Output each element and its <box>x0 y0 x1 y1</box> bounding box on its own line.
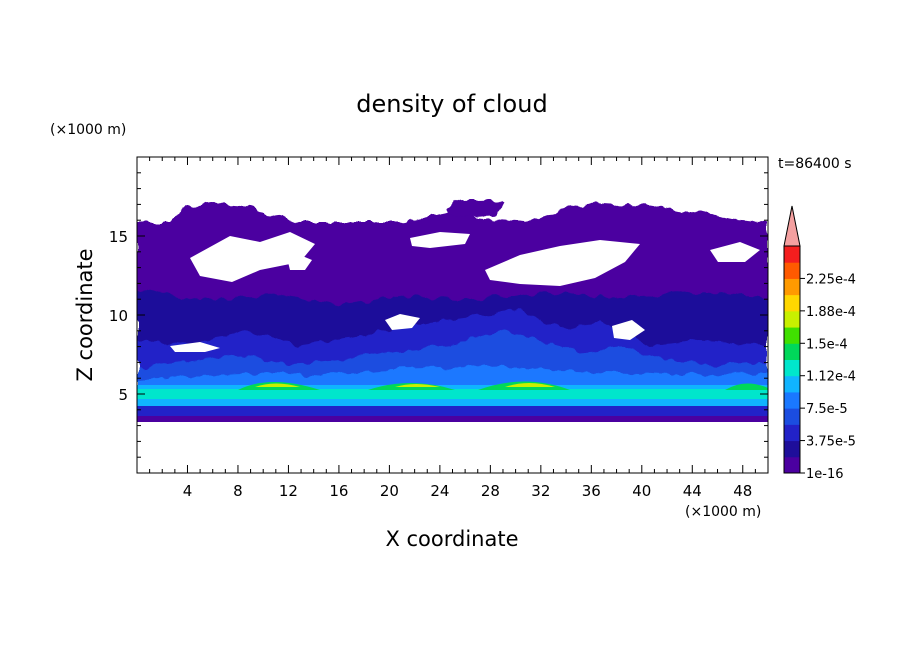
y-tick-label: 5 <box>118 386 128 404</box>
colorbar: 1e-16 3.75e-5 7.5e-5 1.12e-4 1.5e-4 1.88e-4 2.… <box>783 205 856 482</box>
clear-patch-6 <box>710 242 760 262</box>
colorbar-level <box>784 440 800 458</box>
colorbar-level <box>784 310 800 328</box>
colorbar-level <box>784 391 800 409</box>
colorbar-level <box>784 278 800 296</box>
clear-patch-3 <box>410 232 470 248</box>
colorbar-tick-label: 1.88e-4 <box>806 305 856 320</box>
x-tick-label: 4 <box>183 482 193 500</box>
y-axis: 5 10 15 <box>109 172 768 458</box>
clear-patch-4 <box>170 342 220 352</box>
colorbar-tick-label: 7.5e-5 <box>806 402 848 417</box>
colorbar-level <box>784 456 800 474</box>
y-tick-label: 10 <box>109 307 128 325</box>
x-tick-label: 24 <box>430 482 449 500</box>
x-unit-label: (×1000 m) <box>685 504 761 520</box>
x-tick-label: 36 <box>582 482 601 500</box>
colorbar-tick-label: 1.5e-4 <box>806 337 848 352</box>
colorbar-frame <box>783 245 801 474</box>
cloud-base-edge <box>137 416 768 422</box>
colorbar-level <box>784 375 800 393</box>
x-axis-label: X coordinate <box>385 527 518 551</box>
x-tick-label: 40 <box>632 482 651 500</box>
colorbar-level <box>784 262 800 279</box>
colorbar-level <box>784 424 800 442</box>
x-axis: 4 8 12 16 20 24 28 32 36 40 44 48 <box>149 157 756 500</box>
time-label: t=86400 s <box>778 156 852 172</box>
chart-title: density of cloud <box>356 90 547 118</box>
x-tick-label: 12 <box>279 482 298 500</box>
colorbar-extend-arrow <box>783 205 801 247</box>
colorbar-level <box>784 246 800 263</box>
x-tick-label: 44 <box>683 482 702 500</box>
colorbar-tick-label: 3.75e-5 <box>806 435 856 450</box>
density-peak-3 <box>505 383 555 387</box>
density-peak-1 <box>255 383 300 387</box>
x-tick-label: 28 <box>481 482 500 500</box>
y-axis-label: Z coordinate <box>73 248 97 381</box>
clear-patch-5 <box>385 314 420 330</box>
cloud-level-7 <box>137 389 768 399</box>
x-tick-label: 16 <box>329 482 348 500</box>
colorbar-level <box>784 343 800 360</box>
y-unit-label: (×1000 m) <box>50 122 126 138</box>
density-core-4 <box>725 383 768 390</box>
x-tick-label: 20 <box>380 482 399 500</box>
clear-patch-8 <box>288 255 312 270</box>
clear-patch-2 <box>485 240 640 286</box>
colorbar-tick-label: 1e-16 <box>806 467 844 482</box>
clear-patch-7 <box>612 320 645 340</box>
colorbar-level <box>784 408 800 425</box>
colorbar-tick-label: 2.25e-4 <box>806 272 856 287</box>
clear-patch-1 <box>190 232 315 282</box>
density-peak-2 <box>395 384 440 387</box>
plot-area <box>137 199 768 422</box>
x-tick-label: 48 <box>733 482 752 500</box>
x-tick-label: 8 <box>233 482 243 500</box>
y-tick-label: 15 <box>109 228 128 246</box>
colorbar-level <box>784 294 800 312</box>
colorbar-tick-label: 1.12e-4 <box>806 370 856 385</box>
upper-cloud-patch <box>447 199 505 217</box>
colorbar-level <box>784 327 800 344</box>
colorbar-level <box>784 359 800 377</box>
x-tick-label: 32 <box>531 482 550 500</box>
